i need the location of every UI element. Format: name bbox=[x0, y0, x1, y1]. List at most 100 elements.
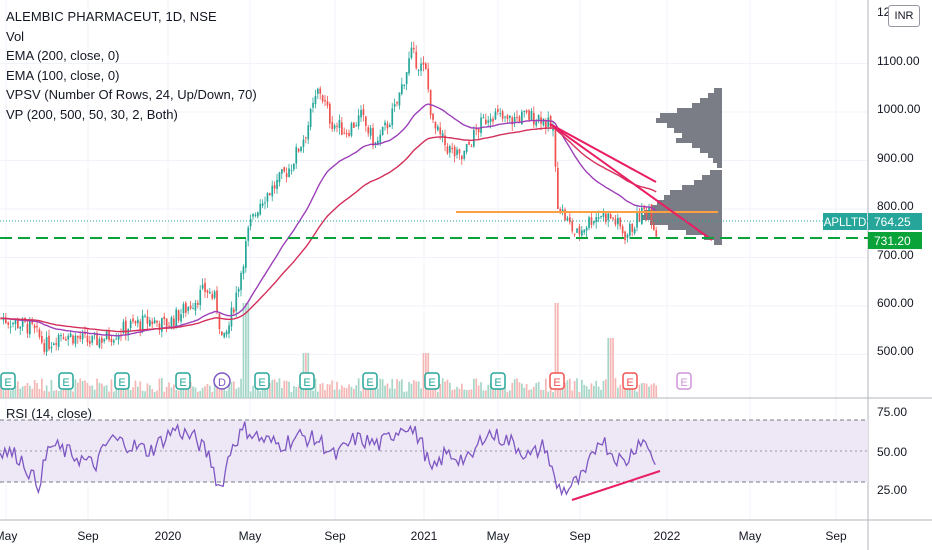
volume-bar bbox=[389, 388, 391, 398]
candle-body bbox=[564, 209, 566, 221]
candle-body bbox=[451, 148, 454, 150]
candle-body bbox=[583, 229, 586, 233]
earnings-marker[interactable] bbox=[175, 372, 191, 390]
volume-bar bbox=[561, 387, 564, 398]
symbol-title[interactable]: ALEMBIC PHARMACEUT, 1D, NSE bbox=[6, 9, 217, 24]
indicator-vp[interactable]: VP (200, 500, 50, 30, 2, Both) bbox=[6, 106, 178, 122]
candle-body bbox=[117, 335, 120, 340]
profile-row bbox=[656, 118, 722, 123]
candle-body bbox=[408, 58, 410, 74]
volume-bar bbox=[643, 383, 646, 398]
volume-bar bbox=[381, 379, 384, 398]
candle-body bbox=[146, 316, 149, 324]
candle-body bbox=[300, 146, 302, 152]
earnings-marker[interactable] bbox=[254, 372, 270, 390]
earnings-marker[interactable] bbox=[58, 372, 74, 390]
volume-bar bbox=[2, 386, 5, 398]
candle-body bbox=[293, 163, 295, 170]
volume-bar bbox=[288, 381, 290, 398]
indicator-ema-100[interactable]: EMA (100, close, 0) bbox=[6, 67, 120, 83]
indicator-vpsv[interactable]: VPSV (Number Of Rows, 24, Up/Down, 70) bbox=[6, 87, 257, 102]
volume-bar bbox=[341, 385, 343, 398]
earnings-marker[interactable] bbox=[299, 372, 315, 390]
volume-bar bbox=[163, 391, 166, 398]
volume-bar bbox=[451, 390, 454, 398]
rsi-axis[interactable]: 75.00 50.00 25.00 bbox=[877, 405, 907, 497]
candle-body bbox=[149, 320, 151, 327]
candle-body bbox=[629, 224, 631, 236]
profile-row bbox=[710, 170, 722, 175]
candle-body bbox=[530, 110, 533, 121]
earnings-marker[interactable] bbox=[676, 372, 692, 390]
candle-body bbox=[137, 319, 139, 324]
candle-body bbox=[285, 173, 288, 178]
volume-bar bbox=[201, 387, 204, 398]
event-marker-label: E bbox=[179, 377, 186, 389]
candle-body bbox=[396, 101, 398, 104]
volume-bar bbox=[0, 385, 2, 398]
volume-bar bbox=[278, 378, 281, 398]
profile-row bbox=[692, 143, 722, 148]
volume-bar bbox=[113, 391, 115, 398]
candle-body bbox=[305, 137, 307, 139]
volume-bar bbox=[641, 383, 643, 398]
candle-body bbox=[192, 308, 194, 310]
indicator-rsi[interactable]: RSI (14, close) bbox=[6, 406, 92, 421]
earnings-marker[interactable] bbox=[362, 372, 378, 390]
volume-bar bbox=[233, 381, 235, 398]
indicator-ema-200[interactable]: EMA (200, close, 0) bbox=[6, 48, 120, 63]
candle-body bbox=[432, 113, 434, 120]
candle-body bbox=[398, 92, 401, 106]
volume-bar bbox=[597, 386, 600, 398]
candle-body bbox=[223, 332, 226, 338]
currency-badge[interactable]: INR bbox=[888, 5, 920, 27]
candle-body bbox=[655, 230, 658, 237]
earnings-marker[interactable] bbox=[114, 372, 130, 390]
candle-body bbox=[487, 120, 490, 123]
earnings-marker[interactable] bbox=[424, 372, 440, 390]
time-axis[interactable]: May Sep 2020 May Sep 2021 May Sep 2022 May Sep bbox=[0, 529, 847, 543]
volume-bar bbox=[396, 379, 398, 398]
candle-body bbox=[165, 318, 168, 329]
candle-body bbox=[444, 135, 446, 146]
candle-body bbox=[336, 125, 338, 127]
candle-body bbox=[288, 168, 290, 177]
indicator-volume[interactable]: Vol bbox=[6, 28, 25, 44]
candle-body bbox=[367, 127, 370, 134]
volume-bar bbox=[257, 385, 259, 398]
volume-bar bbox=[175, 389, 178, 398]
candle-body bbox=[163, 316, 166, 320]
volume-bar bbox=[189, 381, 192, 398]
price-axis[interactable]: 1200.00 1100.00 1000.00 900.00 800.00 70… bbox=[877, 5, 921, 358]
volume-bar bbox=[230, 382, 233, 398]
volume-bar bbox=[583, 384, 586, 398]
candle-body bbox=[12, 322, 14, 325]
volume-bar bbox=[108, 391, 110, 398]
volume-bar bbox=[33, 379, 36, 398]
volume-bar bbox=[50, 379, 53, 398]
volume-bar bbox=[405, 391, 408, 398]
candle-body bbox=[81, 333, 84, 340]
earnings-marker[interactable] bbox=[490, 372, 506, 390]
candle-body bbox=[643, 205, 646, 210]
volume-bar bbox=[127, 383, 130, 398]
candle-body bbox=[513, 116, 516, 124]
profile-row bbox=[674, 128, 722, 133]
volume-bar bbox=[437, 391, 439, 398]
candle-body bbox=[369, 127, 372, 136]
trendline-2[interactable] bbox=[549, 123, 657, 183]
earnings-marker[interactable] bbox=[0, 372, 16, 390]
candle-body bbox=[384, 122, 386, 126]
candle-body bbox=[566, 217, 569, 221]
dividend-marker[interactable] bbox=[213, 372, 231, 390]
candle-body bbox=[31, 320, 34, 324]
earnings-marker[interactable] bbox=[549, 372, 565, 390]
earnings-marker[interactable] bbox=[622, 372, 638, 390]
rsi-tick: 25.00 bbox=[877, 483, 907, 497]
candle-body bbox=[410, 47, 413, 58]
rsi-divergence-line[interactable] bbox=[571, 470, 661, 501]
candle-body bbox=[489, 118, 492, 123]
candle-body bbox=[132, 318, 134, 322]
candle-body bbox=[597, 217, 600, 219]
